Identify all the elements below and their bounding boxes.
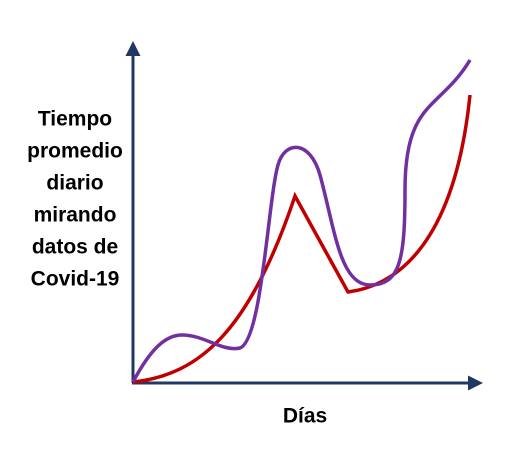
- y-axis-label-line: Covid-19: [31, 268, 120, 291]
- y-axis-label-line: mirando: [34, 204, 117, 227]
- y-axis-label-line: diario: [46, 172, 103, 195]
- y-axis-label: Tiempo promedio diario mirando datos de Covid…: [27, 108, 123, 291]
- red-curve: [132, 94, 472, 384]
- y-axis-label-line: Tiempo: [38, 108, 112, 131]
- purple-curve: [131, 59, 472, 383]
- x-axis-label: Días: [283, 405, 327, 428]
- y-axis-label-line: datos de: [32, 236, 118, 259]
- y-axis-label-line: promedio: [27, 140, 123, 163]
